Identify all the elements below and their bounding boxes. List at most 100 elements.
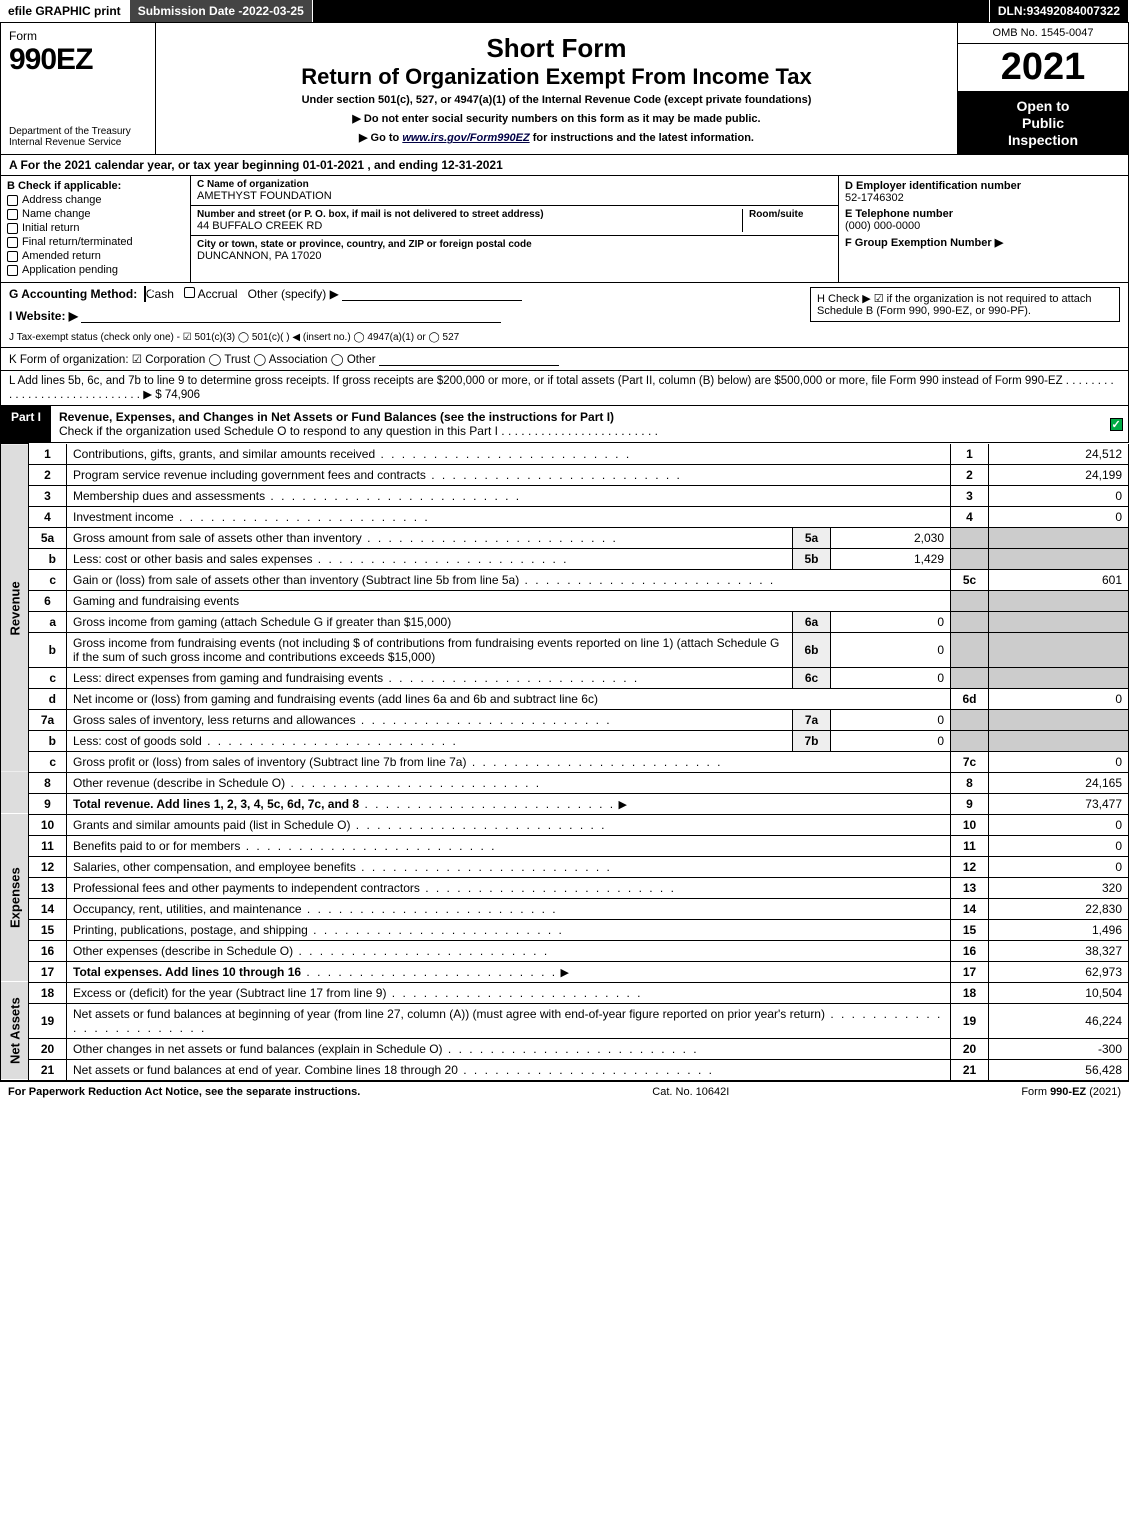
row-num: 14 [29, 898, 67, 919]
row-final-val: 1,496 [989, 919, 1129, 940]
checkbox-icon[interactable] [184, 287, 195, 298]
footer-right: Form 990-EZ (2021) [1021, 1086, 1121, 1098]
row-box-val: 0 [831, 611, 951, 632]
note-ssn: ▶ Do not enter social security numbers o… [352, 112, 760, 125]
line-k-other-blank[interactable] [379, 353, 559, 366]
row-final-num: 9 [951, 793, 989, 814]
shade-cell [989, 548, 1129, 569]
checkbox-checked-icon[interactable] [1110, 418, 1123, 431]
dept-line-2: Internal Revenue Service [9, 137, 147, 148]
triangle-icon: ▶ [618, 799, 626, 811]
row-final-val: 0 [989, 835, 1129, 856]
row-num: 15 [29, 919, 67, 940]
row-final-val: 0 [989, 814, 1129, 835]
netassets-side-label: Net Assets [1, 982, 29, 1080]
row-final-num: 10 [951, 814, 989, 835]
chk-address-change: Address change [22, 194, 102, 206]
street-label: Number and street (or P. O. box, if mail… [197, 209, 742, 220]
row-final-val: 22,830 [989, 898, 1129, 919]
room-label: Room/suite [749, 209, 832, 220]
ein-value: 52-1746302 [845, 192, 904, 204]
row-final-val: 0 [989, 688, 1129, 709]
row-final-num: 1 [951, 444, 989, 465]
checkbox-icon[interactable] [7, 195, 18, 206]
row-final-num: 19 [951, 1003, 989, 1038]
row-num: b [29, 548, 67, 569]
group-exemption-label: F Group Exemption Number ▶ [845, 237, 1003, 249]
row-final-val: 0 [989, 856, 1129, 877]
row-desc: Benefits paid to or for members [73, 839, 496, 853]
part-1-header: Part I Revenue, Expenses, and Changes in… [0, 406, 1129, 443]
row-final-num: 5c [951, 569, 989, 590]
goto-pre: ▶ Go to [359, 132, 402, 144]
line-j-text: J Tax-exempt status (check only one) - ☑… [9, 332, 459, 343]
line-g-label: G Accounting Method: [9, 287, 137, 301]
box-c: C Name of organization AMETHYST FOUNDATI… [191, 176, 838, 282]
row-desc: Less: cost or other basis and sales expe… [73, 552, 569, 566]
row-desc: Other expenses (describe in Schedule O) [73, 944, 549, 958]
row-final-val: 46,224 [989, 1003, 1129, 1038]
checkbox-icon[interactable] [7, 265, 18, 276]
checkbox-icon[interactable] [7, 209, 18, 220]
tax-year: 2021 [958, 44, 1128, 92]
chk-initial-return: Initial return [22, 222, 79, 234]
line-k-text: K Form of organization: ☑ Corporation ◯ … [9, 354, 376, 366]
dept-line-1: Department of the Treasury [9, 126, 147, 137]
row-num: 11 [29, 835, 67, 856]
row-final-val: 0 [989, 506, 1129, 527]
row-desc: Less: cost of goods sold [73, 734, 458, 748]
row-num: 20 [29, 1038, 67, 1059]
irs-link[interactable]: www.irs.gov/Form990EZ [402, 132, 529, 144]
triangle-icon: ▶ [560, 967, 568, 979]
open-to-public-inspection: Open to Public Inspection [958, 92, 1128, 154]
checkbox-icon[interactable] [7, 251, 18, 262]
row-box-num: 5a [793, 527, 831, 548]
accounting-other: Other (specify) ▶ [248, 287, 339, 301]
other-specify-blank[interactable] [342, 288, 522, 301]
row-final-val: 320 [989, 877, 1129, 898]
row-num: c [29, 751, 67, 772]
row-desc: Net assets or fund balances at end of ye… [73, 1063, 714, 1077]
row-num: c [29, 569, 67, 590]
row-desc: Other revenue (describe in Schedule O) [73, 776, 541, 790]
row-final-val: 24,199 [989, 464, 1129, 485]
row-desc: Net assets or fund balances at beginning… [73, 1007, 942, 1035]
phone-label: E Telephone number [845, 208, 953, 220]
row-num: 1 [29, 444, 67, 465]
row-desc: Gross income from gaming (attach Schedul… [73, 615, 451, 629]
org-name-label: C Name of organization [197, 179, 832, 190]
header-left: Form 990EZ Department of the Treasury In… [1, 23, 156, 154]
row-num: 10 [29, 814, 67, 835]
checkbox-checked-icon[interactable] [144, 286, 146, 302]
row-num: 16 [29, 940, 67, 961]
row-num: 21 [29, 1059, 67, 1080]
section-bcdef: B Check if applicable: Address change Na… [0, 176, 1129, 283]
row-num: d [29, 688, 67, 709]
checkbox-icon[interactable] [7, 237, 18, 248]
checkbox-icon[interactable] [7, 223, 18, 234]
row-final-val: 24,512 [989, 444, 1129, 465]
shade-cell [951, 667, 989, 688]
row-box-num: 6c [793, 667, 831, 688]
row-final-val: 10,504 [989, 982, 1129, 1003]
row-desc: Gaming and fundraising events [73, 594, 239, 608]
row-final-num: 13 [951, 877, 989, 898]
row-desc: Total expenses. Add lines 10 through 16 [73, 965, 301, 979]
website-blank[interactable] [81, 310, 501, 323]
row-desc: Gross amount from sale of assets other t… [73, 531, 618, 545]
dln-label: DLN: [998, 4, 1027, 18]
revenue-side-label: Revenue [1, 444, 29, 773]
row-desc: Net income or (loss) from gaming and fun… [73, 692, 598, 706]
chk-final-return: Final return/terminated [22, 236, 133, 248]
row-desc: Total revenue. Add lines 1, 2, 3, 4, 5c,… [73, 797, 359, 811]
row-final-num: 21 [951, 1059, 989, 1080]
shade-cell [951, 611, 989, 632]
row-desc: Gross profit or (loss) from sales of inv… [73, 755, 723, 769]
line-l: L Add lines 5b, 6c, and 7b to line 9 to … [0, 371, 1129, 406]
org-name: AMETHYST FOUNDATION [197, 190, 832, 202]
shade-cell [989, 632, 1129, 667]
row-desc: Contributions, gifts, grants, and simila… [73, 447, 631, 461]
row-box-num: 6a [793, 611, 831, 632]
efile-label[interactable]: efile GRAPHIC print [0, 0, 130, 22]
shade-cell [989, 730, 1129, 751]
